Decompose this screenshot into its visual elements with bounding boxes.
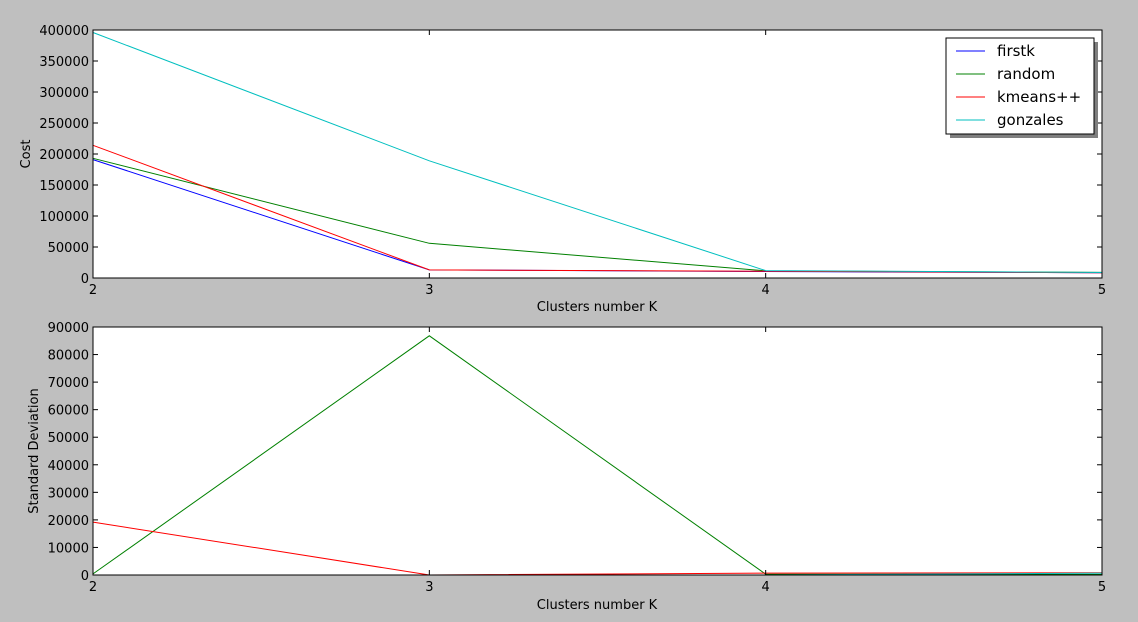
std-x-tick-label: 3: [425, 580, 433, 595]
std-x-tick-label: 5: [1098, 580, 1106, 595]
std-series-kmeansplusplus: [92, 521, 1103, 576]
cost-y-tick-label: 300000: [39, 86, 89, 101]
std-y-tick-label: 70000: [48, 376, 89, 391]
legend-label-firstk: firstk: [997, 42, 1035, 60]
cost-plot-area: [93, 30, 1102, 278]
legend-label-kmeansplusplus: kmeans++: [997, 88, 1081, 106]
cost-y-tick-label: 250000: [39, 117, 89, 132]
cost-y-tick-label: 50000: [48, 241, 89, 256]
cost-y-tick-label: 100000: [39, 210, 89, 225]
std-y-tick-label: 40000: [48, 459, 89, 474]
cost-series-gonzales: [92, 32, 1103, 273]
cost-plot: 0 50000 100000 150000 200000 250000 300000 3500…: [19, 24, 1106, 315]
legend-label-random: random: [997, 65, 1055, 83]
std-y-tick-label: 0: [81, 569, 89, 584]
std-plot-area: [93, 327, 1102, 575]
std-y-axis-label: Standard Deviation: [27, 388, 42, 513]
cost-x-tick-label: 3: [425, 283, 433, 298]
std-y-tick-label: 10000: [48, 541, 89, 556]
legend-entries: firstk random kmeans++ gonzales: [956, 42, 1081, 129]
cost-x-tick-label: 2: [89, 283, 97, 298]
std-y-tick-label: 80000: [48, 349, 89, 364]
legend-box: [945, 37, 1095, 135]
std-x-ticks: 2 3 4 5: [89, 327, 1106, 595]
legend-label-gonzales: gonzales: [997, 111, 1064, 129]
std-plot-frame: [92, 326, 1103, 576]
std-y-tick-label: 50000: [48, 431, 89, 446]
std-y-ticks: 0 10000 20000 30000 40000 50000 60000 70000 8000…: [48, 321, 1102, 584]
std-x-tick-label: 4: [762, 580, 770, 595]
std-y-tick-label: 90000: [48, 321, 89, 336]
cost-y-tick-label: 350000: [39, 55, 89, 70]
std-y-tick-label: 20000: [48, 514, 89, 529]
cost-x-tick-label: 5: [1098, 283, 1106, 298]
std-y-tick-label: 60000: [48, 404, 89, 419]
cost-y-axis-label: Cost: [19, 140, 34, 169]
std-x-axis-label: Clusters number K: [537, 598, 658, 613]
cost-y-tick-label: 0: [81, 272, 89, 287]
legend: firstk random kmeans++ gonzales: [945, 37, 1098, 138]
cost-x-ticks: 2 3 4 5: [89, 30, 1106, 298]
std-y-tick-label: 30000: [48, 486, 89, 501]
cost-x-tick-label: 4: [762, 283, 770, 298]
cost-series-lines: [92, 32, 1103, 274]
std-plot: 0 10000 20000 30000 40000 50000 60000 70000 8000…: [27, 321, 1106, 613]
std-x-tick-label: 2: [89, 580, 97, 595]
cost-y-tick-label: 200000: [39, 148, 89, 163]
cost-x-axis-label: Clusters number K: [537, 300, 658, 315]
cost-y-tick-label: 150000: [39, 179, 89, 194]
cost-y-tick-label: 400000: [39, 24, 89, 39]
cost-y-ticks: 0 50000 100000 150000 200000 250000 300000 3500…: [39, 24, 1102, 287]
